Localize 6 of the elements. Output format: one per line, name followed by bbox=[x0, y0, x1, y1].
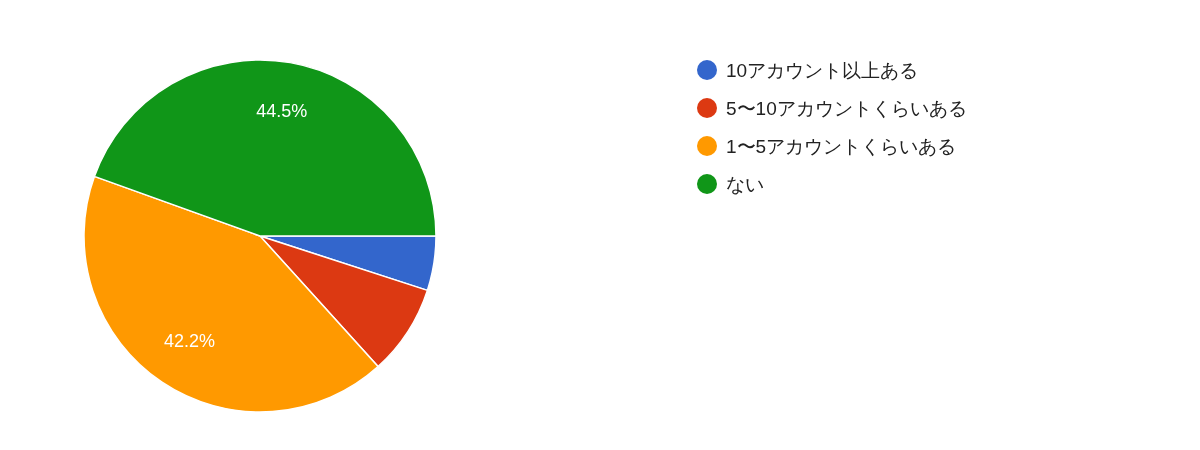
legend-label: 10アカウント以上ある bbox=[726, 59, 919, 81]
legend-label: ない bbox=[726, 173, 764, 195]
data-label: 42.2% bbox=[163, 331, 215, 352]
data-label: 44.5% bbox=[256, 101, 308, 122]
legend-label: 5〜10アカウントくらいある bbox=[726, 97, 967, 119]
legend-label: 1〜5アカウントくらいある bbox=[726, 135, 957, 157]
